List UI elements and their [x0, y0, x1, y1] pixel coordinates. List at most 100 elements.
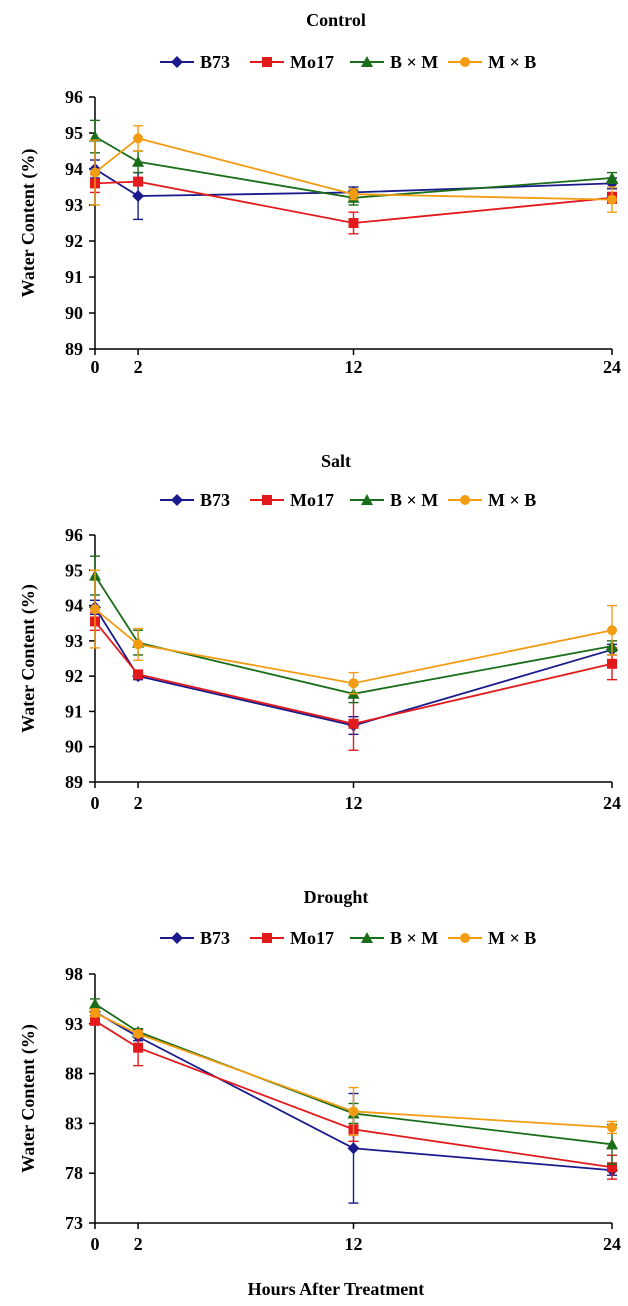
series-line — [94, 137, 613, 201]
x-tick-label: 0 — [91, 793, 100, 813]
legend-item: M × B — [448, 52, 536, 72]
y-tick-label: 91 — [65, 701, 83, 721]
data-point — [90, 1015, 100, 1026]
data-point — [89, 997, 101, 1009]
y-tick-label: 95 — [65, 560, 83, 580]
series-line — [94, 620, 613, 725]
data-point — [132, 190, 145, 202]
series-m-b — [90, 569, 617, 695]
legend-item: B × M — [350, 490, 438, 510]
legend-item: M × B — [448, 928, 536, 948]
series-line — [94, 1020, 613, 1169]
chart-drought: Drought B73 Mo17 B × M M × B 73 78 83 88 93 98 0 2 12… — [18, 887, 621, 1254]
y-tick-label: 88 — [65, 1064, 83, 1084]
y-axis-label: Water Content (%) — [18, 149, 39, 298]
data-point — [90, 1007, 100, 1018]
legend-marker — [171, 56, 183, 68]
y-axis-label: Water Content (%) — [18, 1024, 39, 1173]
legend-marker — [171, 494, 183, 506]
legend-item: Mo17 — [250, 490, 334, 510]
data-point — [90, 167, 100, 178]
legend-label: B73 — [200, 52, 230, 72]
data-point — [133, 669, 144, 680]
x-tick-label: 12 — [345, 1234, 363, 1254]
y-tick-label: 94 — [65, 159, 83, 179]
legend-item: Mo17 — [250, 928, 334, 948]
y-tick-label: 93 — [65, 1014, 83, 1034]
data-point — [607, 625, 617, 636]
series-line — [94, 135, 613, 199]
x-tick-label: 24 — [603, 357, 621, 377]
legend-marker — [262, 495, 272, 505]
data-point — [347, 1142, 360, 1155]
y-tick-label: 93 — [65, 195, 83, 215]
data-point — [133, 1042, 144, 1053]
y-tick-label: 98 — [65, 964, 83, 984]
legend-marker — [361, 932, 373, 943]
legend-item: Mo17 — [250, 52, 334, 72]
legend-item: B73 — [160, 52, 230, 72]
y-tick-label: 92 — [65, 231, 83, 251]
data-point — [133, 1028, 144, 1039]
x-tick-label: 12 — [345, 793, 363, 813]
y-tick-label: 96 — [65, 87, 83, 107]
data-point — [348, 1106, 359, 1117]
legend-label: M × B — [488, 52, 536, 72]
legend-label: M × B — [488, 928, 536, 948]
x-tick-label: 24 — [603, 793, 621, 813]
x-tick-label: 0 — [91, 357, 100, 377]
data-point — [348, 718, 359, 729]
legend-marker — [361, 56, 373, 67]
legend-marker — [460, 57, 470, 67]
legend-label: B × M — [390, 52, 438, 72]
y-tick-label: 96 — [65, 525, 83, 545]
legend-label: B73 — [200, 928, 230, 948]
legend-item: B73 — [160, 928, 230, 948]
legend-item: B × M — [350, 52, 438, 72]
data-point — [607, 1122, 617, 1133]
legend-marker — [361, 494, 373, 505]
y-tick-label: 91 — [65, 267, 83, 287]
legend-label: M × B — [488, 490, 536, 510]
data-point — [89, 130, 101, 142]
legend-item: B × M — [350, 928, 438, 948]
chart-salt: Salt B73 Mo17 B × M M × B 89 90 91 92 93 94 95 96 0 2 1… — [18, 451, 621, 813]
y-tick-label: 93 — [65, 631, 83, 651]
data-point — [348, 189, 359, 200]
x-tick-label: 12 — [345, 357, 363, 377]
x-tick-label: 24 — [603, 1234, 621, 1254]
y-tick-label: 73 — [65, 1213, 83, 1233]
data-point — [607, 658, 617, 669]
data-point — [607, 194, 617, 205]
series-line — [94, 180, 613, 224]
chart-control: Control B73 Mo17 B × M M × B 89 90 91 92 93 94 95 96… — [18, 10, 621, 377]
x-tick-label: 0 — [91, 1234, 100, 1254]
series-m-b — [90, 1007, 617, 1137]
series-m-b — [90, 125, 617, 213]
y-tick-label: 90 — [65, 303, 83, 323]
legend-item: B73 — [160, 490, 230, 510]
series-line — [94, 1012, 613, 1129]
y-tick-label: 78 — [65, 1163, 83, 1183]
legend-label: B73 — [200, 490, 230, 510]
series-line — [94, 608, 613, 685]
y-tick-label: 90 — [65, 737, 83, 757]
legend-marker — [171, 932, 183, 944]
legend-label: B × M — [390, 490, 438, 510]
y-tick-label: 89 — [65, 772, 83, 792]
y-tick-label: 83 — [65, 1113, 83, 1133]
data-point — [133, 639, 144, 650]
y-tick-label: 89 — [65, 339, 83, 359]
legend-label: Mo17 — [290, 490, 334, 510]
x-tick-label: 2 — [134, 793, 143, 813]
data-point — [133, 133, 144, 144]
y-axis-label: Water Content (%) — [18, 584, 39, 733]
y-tick-label: 94 — [65, 596, 83, 616]
legend-marker — [262, 933, 272, 943]
x-tick-label: 2 — [134, 1234, 143, 1254]
series-line — [94, 575, 613, 695]
chart-title: Salt — [321, 451, 351, 471]
data-point — [607, 1162, 617, 1173]
data-point — [606, 172, 618, 183]
